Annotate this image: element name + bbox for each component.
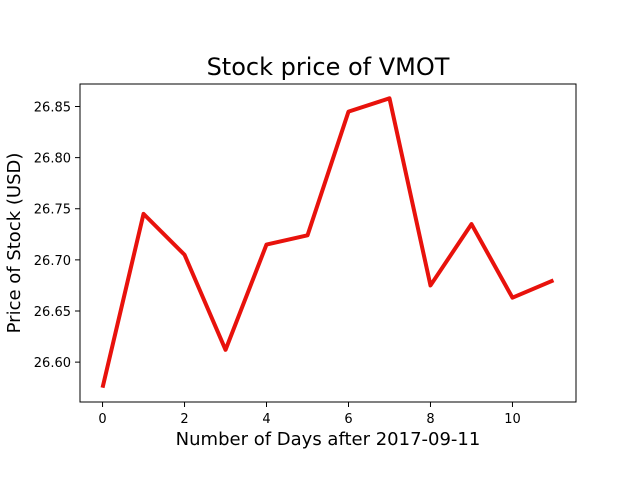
axes-frame xyxy=(79,83,577,403)
x-tick-label: 6 xyxy=(344,412,352,427)
y-axis-ticks: 26.60 26.65 26.70 26.75 26.80 26.85 xyxy=(34,100,80,371)
x-tick-label: 10 xyxy=(504,412,521,427)
y-tick-label: 26.85 xyxy=(34,100,71,115)
y-tick-label: 26.75 xyxy=(34,203,71,218)
y-axis-label: Price of Stock (USD) xyxy=(4,153,25,334)
y-tick-label: 26.80 xyxy=(34,152,71,167)
stock-price-series-line xyxy=(100,96,555,389)
y-tick-label: 26.70 xyxy=(34,254,71,269)
x-tick-label: 2 xyxy=(180,412,188,427)
y-tick-label: 26.65 xyxy=(34,305,71,320)
x-tick-label: 8 xyxy=(426,412,434,427)
x-tick-label: 4 xyxy=(262,412,270,427)
y-tick-label: 26.60 xyxy=(34,356,71,371)
x-axis-label: Number of Days after 2017-09-11 xyxy=(176,429,481,450)
chart-title: Stock price of VMOT xyxy=(207,53,450,81)
plot-area: 0 2 4 6 8 10 26.60 26.65 26.70 26.75 26.80 26.85 xyxy=(34,83,577,427)
x-tick-label: 0 xyxy=(98,412,106,427)
x-axis-ticks: 0 2 4 6 8 10 xyxy=(98,402,521,427)
